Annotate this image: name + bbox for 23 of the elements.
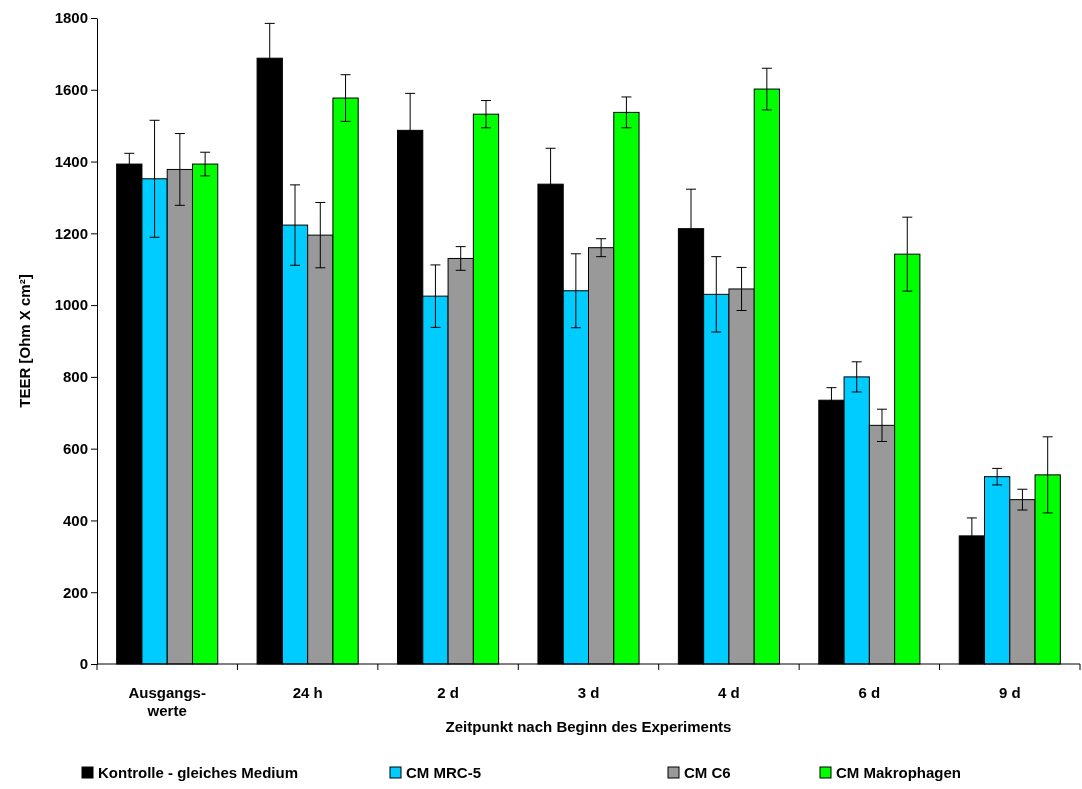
legend-label: CM C6 — [684, 764, 731, 781]
x-tick-label: 6 d — [858, 684, 881, 701]
y-tick-label: 400 — [62, 511, 88, 529]
y-tick-label: 0 — [79, 655, 88, 673]
y-axis-title: TEER [Ohm X cm²] — [16, 274, 33, 408]
legend-label: CM Makrophagen — [836, 764, 962, 781]
x-tick-label: 24 h — [292, 684, 323, 701]
y-tick-label: 1200 — [54, 224, 88, 242]
x-axis-title: Zeitpunkt nach Beginn des Experiments — [445, 718, 732, 735]
y-tick-label: 1800 — [54, 9, 88, 27]
y-tick-label: 200 — [62, 583, 88, 601]
y-tick-label: 1600 — [54, 81, 88, 99]
x-tick-label: 4 d — [718, 684, 740, 701]
legend-label: CM MRC-5 — [406, 764, 481, 781]
x-tick-label: 2 d — [437, 684, 459, 701]
legend-label: Kontrolle - gleiches Medium — [98, 764, 299, 781]
y-tick-label: 1400 — [54, 152, 88, 170]
y-tick-label: 1000 — [54, 296, 88, 314]
x-tick-label: 3 d — [577, 684, 600, 701]
y-tick-label: 800 — [62, 368, 88, 386]
y-tick-label: 600 — [62, 439, 88, 457]
x-tick-label: Ausgangs- werte — [128, 684, 206, 719]
x-tick-label: 9 d — [998, 684, 1021, 701]
